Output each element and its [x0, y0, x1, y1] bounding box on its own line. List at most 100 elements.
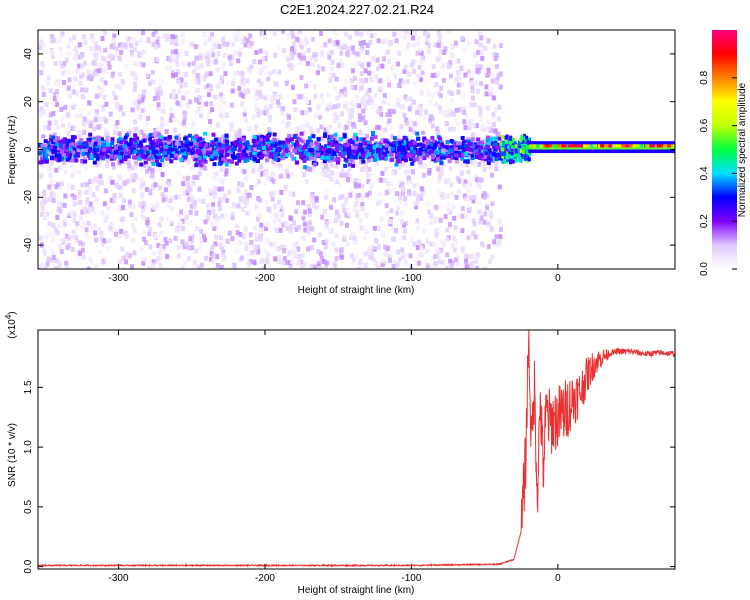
spectrogram-cell [470, 84, 475, 90]
spectrogram-cell [142, 89, 147, 95]
spectrogram-cell [257, 213, 262, 219]
spectrogram-cell [317, 232, 322, 238]
spectrogram-cell [505, 151, 509, 156]
spectrogram-cell [441, 148, 446, 153]
spectrogram-cell [339, 147, 344, 152]
spectrogram-cell [445, 178, 450, 184]
spectrogram-cell [44, 234, 49, 240]
spectrogram-cell [320, 214, 325, 220]
spectrogram-cell [320, 51, 325, 57]
spectrogram-cell [353, 85, 358, 91]
spectrogram-cell [618, 144, 623, 148]
spectrogram-cell [179, 209, 184, 215]
spectrogram-cell [42, 193, 47, 199]
spectrogram-cell [93, 148, 98, 153]
spectrogram-cell [436, 143, 441, 148]
spectrogram-cell [490, 201, 495, 207]
spectrogram-cell [492, 44, 497, 50]
spectrogram-cell [72, 89, 77, 95]
spectrogram-cell [73, 46, 78, 52]
spectrogram-cell [49, 158, 54, 164]
spectrogram-cell [283, 186, 288, 192]
spectrogram-cell [209, 250, 214, 256]
spectrogram-cell [316, 152, 321, 157]
spectrogram-cell [169, 113, 174, 119]
spectrogram-cell [217, 104, 222, 110]
spectrogram-cell [118, 192, 123, 198]
spectrogram-cell [173, 156, 178, 161]
spectrogram-cell [274, 213, 279, 219]
spectrogram-cell [420, 252, 425, 258]
spectrogram-cell [158, 141, 163, 146]
spectrogram-cell [673, 144, 675, 148]
spectrogram-cell [78, 80, 83, 86]
spectrogram-cell [496, 152, 501, 157]
spectrogram-cell [299, 75, 304, 81]
spectrogram-cell [412, 81, 417, 87]
spectrogram-cell [448, 73, 453, 79]
spectrogram-cell [342, 147, 347, 152]
snr-y-tick-label: 1.0 [23, 440, 34, 454]
spectrogram-cell [354, 30, 359, 36]
spectrogram-cell [171, 135, 176, 141]
spectrogram-cell [358, 129, 363, 135]
spectrogram-cell [240, 182, 245, 188]
spectrogram-cell [259, 236, 264, 242]
spectrogram-cell [218, 153, 223, 158]
spectrogram-cell [402, 235, 407, 241]
spectrogram-cell [132, 228, 137, 234]
spectrogram-cell [187, 133, 192, 138]
spectrogram-cell [209, 157, 214, 162]
spectrogram-cell [456, 82, 461, 88]
spectrogram-cell [199, 238, 204, 244]
spectrogram-cell [525, 154, 529, 159]
spectrogram-cell [92, 60, 97, 66]
spectrogram-cell [342, 208, 347, 214]
spectrogram-cell [329, 73, 334, 79]
spectrogram-cell [64, 260, 69, 266]
spectrogram-cell [134, 160, 139, 166]
spectrogram-cell [296, 246, 301, 252]
spectrogram-cell [460, 144, 465, 149]
spectrogram-cell [259, 109, 264, 115]
spectrogram-cell [354, 151, 359, 156]
spectrogram-cell [256, 112, 261, 118]
spectrogram-cell [294, 131, 299, 137]
spectrogram-cell [51, 191, 56, 197]
spectrogram-cell [48, 173, 53, 179]
spectrogram-cell [396, 159, 401, 164]
spectrogram-cell [430, 123, 435, 129]
spectrogram-cell [393, 228, 398, 234]
spectrogram-cell [170, 206, 175, 212]
spectrogram-cell [366, 145, 371, 150]
spectrogram-cell [258, 93, 263, 99]
spectrogram-cell [180, 239, 185, 245]
spectrogram-cell [380, 170, 385, 176]
spectrogram-cell [367, 166, 372, 172]
spectrogram-cell [88, 142, 93, 147]
spectrogram-cell [104, 139, 109, 144]
spectrogram-cell [177, 137, 182, 142]
spectrogram-cell [139, 165, 144, 171]
spectrogram-cell [239, 255, 244, 261]
spectrogram-cell [447, 154, 452, 159]
spectrogram-cell [369, 98, 374, 104]
spectrogram-cell [91, 38, 96, 44]
spectrogram-cell [221, 134, 226, 140]
spectrogram-cell [237, 148, 242, 153]
spectrogram-cell [548, 144, 553, 148]
spectrogram-cell [128, 146, 133, 151]
spectrogram-cell [86, 143, 91, 148]
spectrogram-cell [50, 53, 55, 59]
spectrogram-cell [472, 139, 477, 145]
spectrogram-cell [213, 150, 218, 155]
spectrogram-cell [464, 258, 469, 264]
spectrogram-cell [329, 66, 334, 72]
spectrogram-cell [486, 105, 491, 111]
spectrogram-cell [436, 57, 441, 63]
spectrogram-cell [395, 134, 400, 140]
spectrogram-cell [242, 111, 247, 117]
spectrogram-cell [118, 184, 123, 190]
spectrogram-cell [149, 155, 154, 160]
spectrogram-cell [80, 63, 85, 69]
